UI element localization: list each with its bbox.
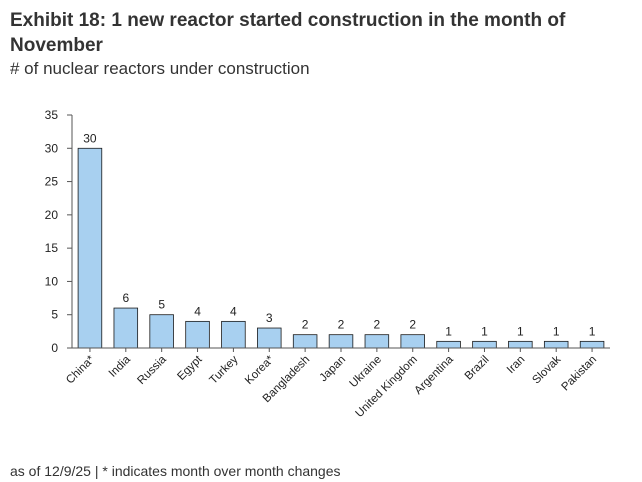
x-category-label: Japan [317,354,348,385]
y-tick-label: 35 [45,108,59,122]
y-tick-label: 10 [45,274,59,288]
bar-pakistan [579,340,605,349]
y-tick-label: 15 [45,241,59,255]
data-label: 1 [517,324,524,338]
data-labels: 30 6 5 4 4 3 2 2 2 2 1 1 1 1 1 [83,131,595,338]
chart-title: Exhibit 18: 1 new reactor started constr… [10,10,566,56]
y-axis: 0 5 10 15 20 25 30 35 [45,108,73,355]
data-label: 2 [338,318,345,332]
x-axis: China* India Russia Egypt Turkey Korea*Bangla… [64,347,610,420]
x-category-label: Slovak [530,353,563,386]
data-label: 4 [230,304,237,318]
x-category-label: India [107,353,134,380]
bar-united-kingdom [400,334,425,349]
bar-china [77,147,103,349]
footnote: as of 12/9/25 | * indicates month over m… [10,463,341,479]
bar-japan [328,334,354,349]
data-label: 5 [158,298,165,312]
data-label: 2 [374,318,381,332]
chart-subtitle: # of nuclear reactors under construction [10,59,310,78]
data-label: 1 [445,324,452,338]
data-label: 4 [194,304,201,318]
bar-chart: 0 5 10 15 20 25 30 35 30 6 5 4 4 3 2 2 2 2 1 1 1 1 1 China* In… [45,108,610,420]
bar-iran [508,340,533,349]
y-tick-label: 30 [45,141,59,155]
data-label: 1 [481,324,488,338]
bar-egypt [185,320,210,349]
x-category-label: United Kingdom [354,354,420,420]
x-category-label: Iran [505,354,528,377]
y-tick-label: 25 [45,175,59,189]
data-label: 3 [266,311,273,325]
x-category-label: Egypt [175,353,205,383]
x-category-label: Turkey [207,353,240,386]
data-label: 1 [553,324,560,338]
y-tick-label: 5 [51,308,58,322]
bar-bangladesh [292,334,318,349]
bar-turkey [221,320,246,349]
data-label: 2 [409,318,416,332]
bar-korea [257,327,282,349]
y-tick-label: 20 [45,208,59,222]
data-label: 1 [589,324,596,338]
bar-argentina [436,340,461,349]
y-tick-label: 0 [51,341,58,355]
bar-brazil [472,340,497,349]
bar-russia [149,314,174,349]
bar-ukraine [364,334,390,349]
data-label: 30 [83,131,97,145]
x-category-label: Argentina [412,353,456,397]
x-category-label: China* [64,353,97,386]
x-category-label: Ukraine [347,354,384,391]
x-category-label: Brazil [463,354,492,383]
x-category-label: Pakistan [560,354,600,394]
data-label: 6 [122,291,129,305]
x-category-label: Russia [135,353,169,387]
bar-india [113,307,139,349]
bar-slovak [543,340,569,349]
data-label: 2 [302,318,309,332]
x-category-label: Korea* [243,353,277,387]
